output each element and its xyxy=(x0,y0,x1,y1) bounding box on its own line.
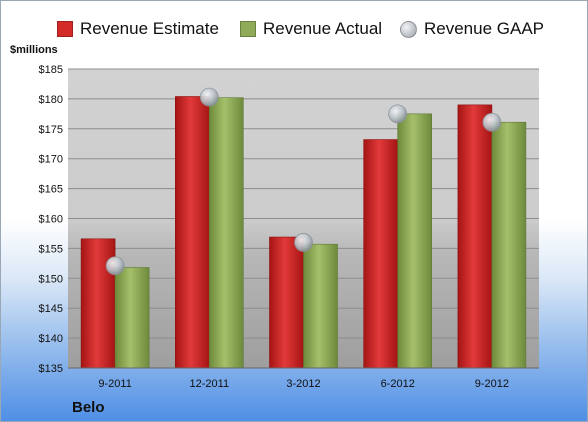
y-tick-label: $175 xyxy=(39,124,63,136)
x-tick-label: 9-2012 xyxy=(475,378,509,390)
bar-revenue-actual xyxy=(491,121,527,369)
legend-label-actual: Revenue Actual xyxy=(263,19,383,38)
bar-revenue-estimate xyxy=(269,236,304,369)
y-tick-label: $180 xyxy=(39,94,63,106)
y-tick-label: $155 xyxy=(39,243,63,255)
legend-item-gaap: Revenue GAAP xyxy=(400,15,544,43)
y-tick-label: $145 xyxy=(39,303,63,315)
y-tick-label: $165 xyxy=(39,184,63,196)
legend-label-estimate: Revenue Estimate xyxy=(80,19,219,38)
legend-swatch-estimate xyxy=(57,21,73,37)
x-tick-label: 9-2011 xyxy=(98,378,131,390)
y-tick-label: $185 xyxy=(39,64,63,76)
x-tick-label: 6-2012 xyxy=(381,378,415,390)
bar-revenue-actual xyxy=(209,97,244,369)
bar-revenue-estimate xyxy=(80,238,116,369)
legend: Revenue Estimate Revenue Actual Revenue … xyxy=(1,15,587,43)
legend-item-estimate: Revenue Estimate xyxy=(57,15,219,43)
x-tick-label: 12-2011 xyxy=(190,378,230,390)
y-tick-label: $150 xyxy=(39,273,63,285)
y-tick-label: $170 xyxy=(39,154,63,166)
marker-revenue-gaap xyxy=(294,233,313,252)
bar-revenue-actual xyxy=(303,243,338,369)
bar-revenue-estimate xyxy=(363,139,399,369)
bar-revenue-actual xyxy=(397,113,433,369)
bar-revenue-actual xyxy=(114,267,150,369)
x-tick-label: 3-2012 xyxy=(286,378,320,390)
marker-revenue-gaap xyxy=(199,87,219,107)
bar-revenue-estimate xyxy=(175,96,210,369)
marker-revenue-gaap xyxy=(482,112,502,132)
y-tick-label: $160 xyxy=(39,214,63,226)
y-tick-label: $135 xyxy=(39,363,63,375)
company-name: Belo xyxy=(72,399,105,416)
legend-swatch-gaap xyxy=(400,20,417,38)
marker-revenue-gaap xyxy=(105,256,125,276)
y-axis-unit-label: $millions xyxy=(10,44,58,56)
marker-revenue-gaap xyxy=(388,104,408,124)
bar-revenue-estimate xyxy=(457,104,493,369)
legend-swatch-actual xyxy=(240,21,256,37)
legend-item-actual: Revenue Actual xyxy=(240,15,382,43)
legend-label-gaap: Revenue GAAP xyxy=(424,19,545,38)
y-tick-label: $140 xyxy=(39,333,63,345)
